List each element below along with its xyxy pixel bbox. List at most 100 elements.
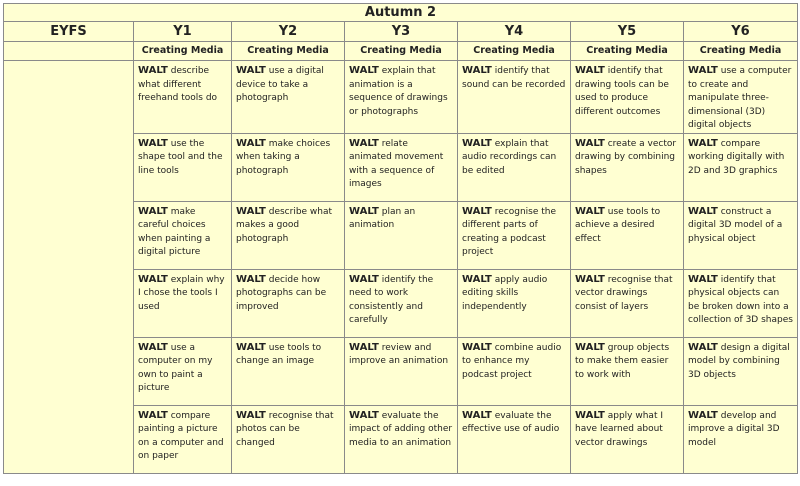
eyfs-cell [3,60,134,474]
objective-cell: WALT explain that animation is a sequenc… [344,60,458,134]
objective-text: recognise that vector drawings consist o… [575,274,673,312]
objective-cell: WALT identify the need to work consisten… [344,268,458,338]
objective-text: describe what different freehand tools d… [138,66,218,103]
objective-row: WALT use a computer on my own to paint a… [4,336,798,406]
walt-prefix: WALT [688,273,718,285]
objective-cell: WALT review and improve an animation [344,336,458,406]
objective-text: describe what makes a good photograph [236,206,333,244]
objective-text: evaluate the impact of adding other medi… [349,410,453,448]
objective-cell: WALT compare painting a picture on a com… [133,404,232,474]
objective-cell: WALT use a digital device to take a phot… [231,60,345,134]
objective-cell: WALT make careful choices when painting … [133,200,232,270]
objective-text: plan an animation [349,206,416,231]
objective-text: apply what I have learned about vector d… [575,410,663,448]
objective-cell: WALT explain why I chose the tools I use… [133,268,232,338]
objective-cell: WALT use tools to achieve a desired effe… [570,200,684,270]
walt-prefix: WALT [575,273,605,285]
objective-cell: WALT create a vector drawing by combinin… [570,132,684,202]
objective-text: design a digital model by combining 3D o… [688,342,790,380]
walt-prefix: WALT [138,409,168,421]
objective-text: evaluate the effective use of audio [462,410,560,435]
objective-cell: WALT describe what different freehand to… [133,60,232,134]
objective-cell: WALT recognise that vector drawings cons… [570,268,684,338]
objective-cell: WALT make choices when taking a photogra… [231,132,345,202]
year-header-row: EYFS Y1 Y2 Y3 Y4 Y5 Y6 [3,21,798,42]
objective-row: WALT make careful choices when painting … [4,200,798,270]
objective-text: compare painting a picture on a computer… [138,410,224,462]
walt-prefix: WALT [349,409,379,421]
objective-text: identify that physical objects can be br… [688,274,793,326]
walt-prefix: WALT [236,205,266,217]
objective-text: make careful choices when painting a dig… [138,206,211,258]
objective-cell: WALT identify that physical objects can … [683,268,798,338]
objective-text: group objects to make them easier to wor… [575,342,670,380]
objective-row: WALT explain why I chose the tools I use… [4,268,798,338]
objective-text: explain why I chose the tools I used [138,274,225,312]
objective-text: construct a digital 3D model of a physic… [688,206,783,244]
walt-prefix: WALT [236,137,266,149]
objective-text: use tools to change an image [236,342,322,367]
objective-text: make choices when taking a photograph [236,138,331,176]
subject-row: Creating Media Creating Media Creating Med… [3,41,798,61]
walt-prefix: WALT [462,137,492,149]
year-header: Y3 [344,21,458,42]
walt-prefix: WALT [575,409,605,421]
objective-text: relate animated movement with a sequence… [349,138,444,190]
year-header: Y5 [570,21,684,42]
objective-text: use a digital device to take a photograp… [236,66,324,103]
objective-text: identify that sound can be recorded [462,66,566,90]
objective-cell: WALT design a digital model by combining… [683,336,798,406]
walt-prefix: WALT [138,273,168,285]
objective-text: use the shape tool and the line tools [138,138,223,176]
objective-row: WALT describe what different freehand to… [3,60,798,474]
objective-text: combine audio to enhance my podcast proj… [462,342,562,380]
objective-cell: WALT combine audio to enhance my podcast… [457,336,571,406]
walt-prefix: WALT [138,205,168,217]
objective-cell: WALT decide how photographs can be impro… [231,268,345,338]
objective-row: WALT compare painting a picture on a com… [4,404,798,474]
walt-prefix: WALT [688,205,718,217]
objective-cell: WALT relate animated movement with a seq… [344,132,458,202]
walt-prefix: WALT [575,137,605,149]
objective-cell: WALT explain that audio recordings can b… [457,132,571,202]
walt-prefix: WALT [138,65,168,76]
objective-row: WALT use the shape tool and the line too… [4,132,798,202]
objective-text: use a computer on my own to paint a pict… [138,342,213,394]
objective-text: compare working digitally with 2D and 3D… [688,138,785,176]
objective-text: identify that drawing tools can be used … [575,66,669,117]
objective-cell: WALT recognise that photos can be change… [231,404,345,474]
walt-prefix: WALT [462,409,492,421]
walt-prefix: WALT [236,65,266,76]
objective-text: use tools to achieve a desired effect [575,206,661,244]
objective-cell: WALT identify that sound can be recorded [457,60,571,134]
walt-prefix: WALT [688,65,718,76]
walt-prefix: WALT [688,137,718,149]
objective-text: develop and improve a digital 3D model [688,410,780,448]
term-title: Autumn 2 [3,3,798,22]
walt-prefix: WALT [575,341,605,353]
walt-prefix: WALT [349,137,379,149]
subject-header: Creating Media [570,41,684,61]
walt-prefix: WALT [138,341,168,353]
objective-cell: WALT evaluate the impact of adding other… [344,404,458,474]
objective-text: explain that audio recordings can be edi… [462,138,557,176]
objective-text: apply audio editing skills independently [462,274,548,312]
walt-prefix: WALT [349,205,379,217]
year-header: Y1 [133,21,232,42]
year-header: Y2 [231,21,345,42]
walt-prefix: WALT [462,205,492,217]
walt-prefix: WALT [575,205,605,217]
objective-text: recognise the different parts of creatin… [462,206,557,258]
objective-cell: WALT use a computer on my own to paint a… [133,336,232,406]
year-header: EYFS [3,21,134,42]
walt-prefix: WALT [462,65,492,76]
year-header: Y4 [457,21,571,42]
subject-header: Creating Media [133,41,232,61]
objective-cell: WALT apply what I have learned about vec… [570,404,684,474]
subject-header: Creating Media [231,41,345,61]
subject-header [3,41,134,61]
walt-prefix: WALT [236,409,266,421]
subject-header: Creating Media [683,41,798,61]
objective-text: explain that animation is a sequence of … [349,66,448,117]
objective-text: use a computer to create and manipulate … [688,66,792,130]
